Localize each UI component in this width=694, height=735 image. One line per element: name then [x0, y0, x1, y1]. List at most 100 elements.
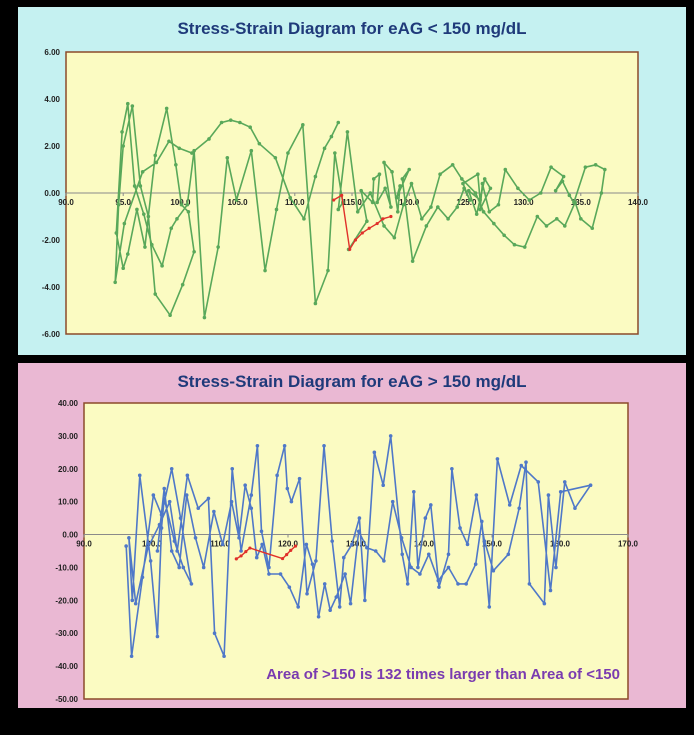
data-point: [202, 315, 207, 320]
highlight-point: [293, 544, 298, 548]
x-tick-label: 130.0: [514, 198, 535, 207]
data-point: [516, 186, 520, 191]
data-point: [461, 181, 465, 186]
data-point: [249, 148, 254, 153]
data-point: [424, 224, 429, 228]
data-point: [474, 212, 479, 216]
data-point: [248, 125, 252, 129]
data-point: [301, 123, 305, 127]
data-point: [487, 605, 492, 609]
data-point: [365, 219, 369, 223]
data-point: [155, 549, 160, 553]
y-tick-label: 40.00: [58, 399, 79, 408]
chart-high-eag: 90.0 100.0 110.0 120.0 130.0 140.0 150.0 160.0 1…: [55, 399, 639, 704]
data-point: [524, 460, 528, 464]
data-point: [185, 473, 190, 478]
data-point: [249, 493, 254, 497]
data-point: [450, 466, 454, 471]
data-point: [446, 217, 450, 221]
data-point: [127, 536, 131, 540]
y-tick-label: -30.00: [55, 629, 78, 638]
chart-title: Stress-Strain Diagram for eAG > 150 mg/d…: [177, 372, 527, 391]
data-point: [492, 221, 496, 226]
data-point: [395, 210, 400, 214]
data-point: [438, 172, 442, 176]
data-point: [273, 155, 278, 160]
y-tick-label: -2.00: [42, 236, 61, 245]
data-point: [184, 493, 189, 497]
x-tick-label: 140.0: [414, 540, 435, 549]
data-point: [336, 120, 341, 125]
data-point: [495, 457, 500, 461]
data-point: [473, 191, 478, 195]
highlight-point: [375, 221, 379, 226]
data-point: [179, 202, 184, 207]
data-point: [175, 549, 179, 553]
data-point: [138, 184, 143, 188]
data-point: [153, 292, 158, 296]
data-point: [334, 595, 339, 599]
highlight-point: [285, 553, 289, 557]
data-point: [363, 598, 367, 603]
data-point: [409, 181, 414, 186]
data-point: [140, 575, 145, 580]
data-point: [239, 549, 243, 553]
y-tick-label: -10.00: [55, 563, 78, 572]
highlight-point: [381, 217, 385, 221]
x-tick-label: 100.0: [142, 540, 163, 549]
data-point: [519, 463, 524, 468]
data-point: [603, 167, 607, 172]
y-tick-label: 0.00: [62, 531, 78, 540]
data-point: [436, 578, 441, 583]
data-point: [405, 582, 410, 586]
y-tick-label: 30.00: [58, 432, 79, 441]
data-point: [162, 496, 167, 501]
data-point: [375, 200, 379, 205]
data-point: [535, 214, 540, 219]
data-point: [401, 202, 406, 207]
data-point: [143, 245, 147, 249]
data-point: [313, 301, 318, 306]
data-point: [538, 191, 543, 195]
data-point: [329, 134, 334, 139]
x-tick-label: 170.0: [618, 540, 639, 549]
data-point: [544, 224, 549, 228]
data-point: [357, 516, 362, 520]
data-point: [399, 536, 404, 540]
data-point: [167, 139, 171, 144]
data-point: [496, 202, 501, 207]
data-point: [382, 559, 386, 563]
data-point: [482, 177, 487, 181]
x-tick-label: 90.0: [58, 198, 74, 207]
data-point: [554, 217, 559, 221]
highlight-point: [360, 231, 364, 235]
x-tick-label: 105.0: [228, 198, 249, 207]
data-point: [222, 654, 226, 659]
data-point: [517, 506, 521, 511]
data-point: [169, 549, 174, 553]
data-point: [554, 565, 558, 570]
data-point: [450, 163, 455, 167]
data-point: [481, 210, 486, 214]
data-point: [206, 496, 211, 501]
data-point: [148, 559, 153, 563]
data-point: [590, 226, 595, 231]
data-point: [394, 195, 399, 200]
data-point: [190, 151, 194, 155]
data-point: [466, 188, 471, 193]
data-point: [189, 582, 194, 586]
data-point: [553, 188, 558, 193]
data-point: [560, 179, 565, 184]
data-point: [512, 242, 517, 247]
data-point: [487, 210, 492, 214]
data-point: [125, 101, 130, 106]
data-point: [458, 526, 462, 530]
data-point: [476, 172, 480, 176]
data-point: [175, 217, 179, 221]
data-point: [549, 165, 553, 169]
data-point: [388, 434, 393, 438]
data-point: [297, 476, 302, 481]
data-point: [400, 552, 405, 557]
data-point: [151, 493, 156, 497]
x-tick-label: 160.0: [550, 540, 571, 549]
